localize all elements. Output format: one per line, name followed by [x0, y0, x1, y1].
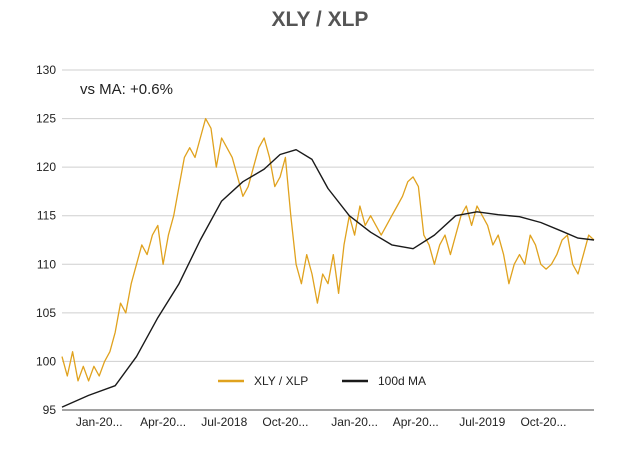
x-tick-label: Jan-20... [331, 415, 378, 429]
series-lines [61, 117, 595, 408]
x-tick-label: Apr-20... [140, 415, 186, 429]
y-tick-label: 110 [37, 257, 56, 271]
y-tick-label: 120 [36, 160, 56, 174]
x-axis-tick-labels: Jan-20... Apr-20... Jul-2018 Oct-20... Jan-2… [76, 415, 567, 429]
x-tick-label: Jan-20... [76, 415, 123, 429]
y-tick-label: 115 [37, 209, 56, 223]
y-axis-tick-labels: 95 100 105 110 115 120 125 130 [36, 63, 56, 417]
legend-label-xly-xlp: XLY / XLP [254, 374, 308, 388]
series-line-100d-ma [61, 148, 595, 408]
y-tick-label: 105 [36, 306, 56, 320]
series-line-xly-xlp [61, 117, 595, 382]
legend: XLY / XLP 100d MA [218, 374, 426, 388]
gridlines [62, 69, 594, 411]
x-tick-label: Jul-2019 [459, 415, 505, 429]
legend-label-100d-ma: 100d MA [378, 374, 426, 388]
x-tick-label: Oct-20... [520, 415, 566, 429]
chart-title: XLY / XLP [271, 8, 369, 31]
y-tick-label: 125 [36, 112, 56, 126]
x-tick-label: Apr-20... [393, 415, 439, 429]
y-tick-label: 100 [36, 354, 56, 368]
x-tick-label: Oct-20... [262, 415, 308, 429]
y-tick-label: 130 [36, 63, 56, 77]
y-tick-label: 95 [43, 403, 57, 417]
vs-ma-annotation: vs MA: +0.6% [80, 81, 173, 98]
x-tick-label: Jul-2018 [201, 415, 247, 429]
